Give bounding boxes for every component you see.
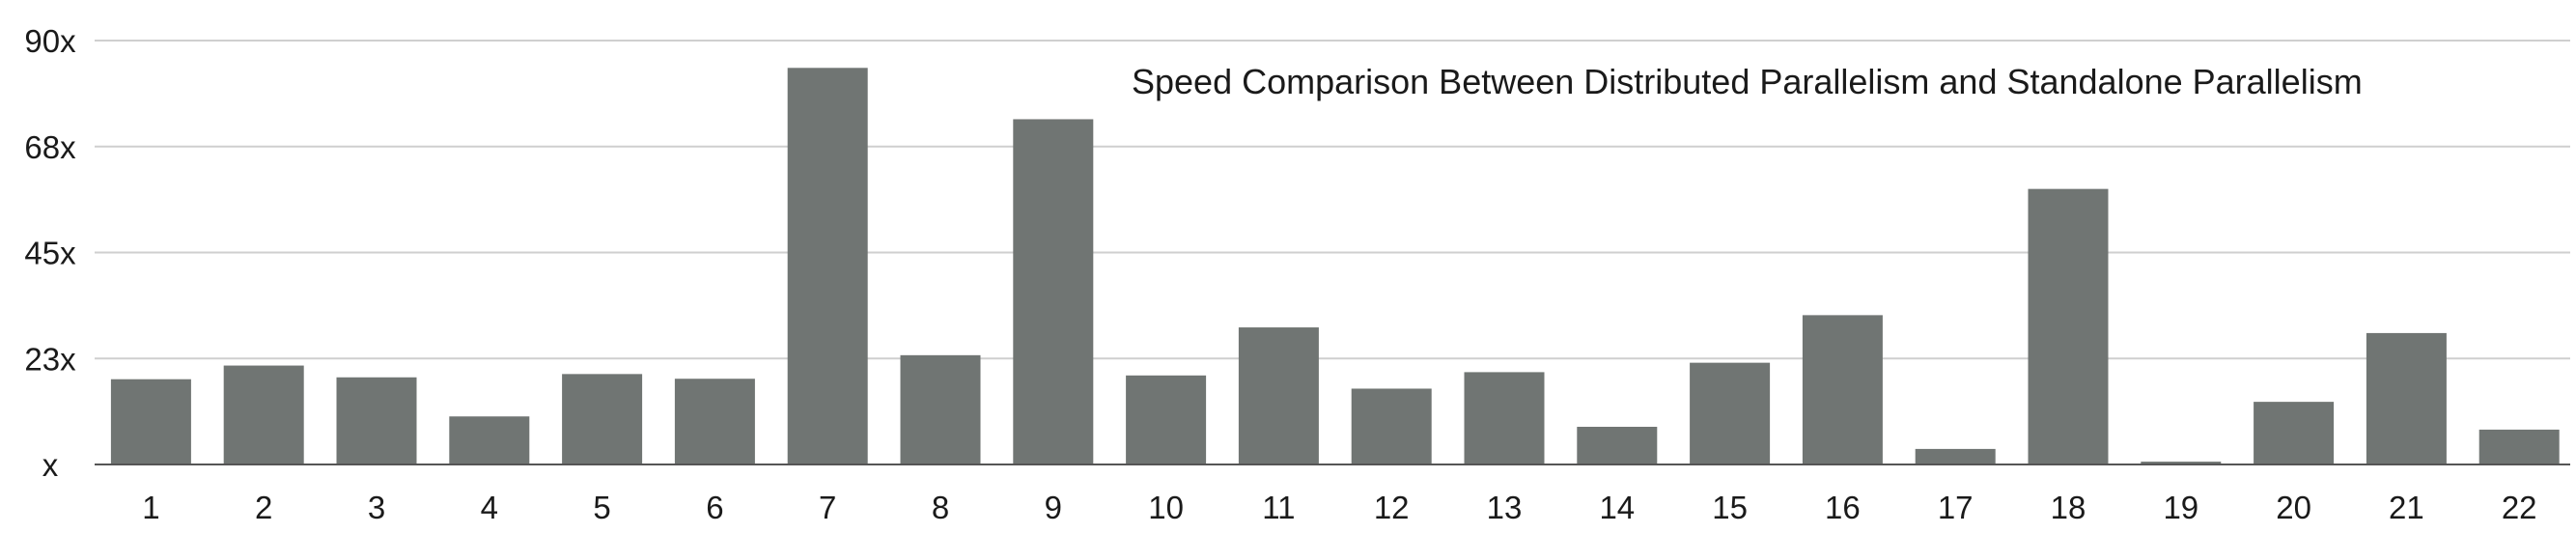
x-tick-label: 20 <box>2276 490 2311 525</box>
bar <box>1351 388 1432 464</box>
bar <box>1126 375 1207 464</box>
bar <box>1690 362 1771 464</box>
bar <box>1915 448 1996 464</box>
x-tick-label: 13 <box>1487 490 1523 525</box>
bar <box>674 379 755 464</box>
bars <box>110 68 2560 465</box>
chart-title: Speed Comparison Between Distributed Par… <box>1132 62 2363 101</box>
x-tick-label: 6 <box>706 490 723 525</box>
y-tick-label: x <box>42 447 59 483</box>
x-tick-label: 3 <box>368 490 385 525</box>
x-tick-label: 4 <box>481 490 498 525</box>
bar <box>562 374 643 464</box>
x-tick-label: 10 <box>1148 490 1184 525</box>
x-tick-label: 16 <box>1825 490 1861 525</box>
bar <box>1577 426 1658 464</box>
y-tick-label: 68x <box>24 129 76 165</box>
x-tick-label: 5 <box>593 490 610 525</box>
x-tick-label: 22 <box>2502 490 2537 525</box>
bar <box>2366 332 2447 464</box>
x-tick-label: 11 <box>1262 490 1295 525</box>
bar <box>2478 429 2560 464</box>
y-tick-label: 23x <box>24 341 76 377</box>
bar <box>1802 315 1883 464</box>
gridlines <box>95 40 2570 360</box>
x-tick-label: 12 <box>1374 490 1410 525</box>
bar <box>2028 188 2109 464</box>
x-tick-label: 21 <box>2389 490 2424 525</box>
bar <box>2254 402 2335 464</box>
x-axis-ticks: 1 2 3 4 5 6 7 8 9 10 11 12 13 14 15 16 17 18 19 20 21 22 <box>142 490 2536 525</box>
y-axis-ticks: x 23x 45x 68x 90x <box>24 23 76 483</box>
x-tick-label: 1 <box>142 490 159 525</box>
bar <box>900 354 981 464</box>
x-tick-label: 14 <box>1599 490 1635 525</box>
bar <box>1238 327 1319 464</box>
bar <box>449 416 530 464</box>
bar <box>223 365 304 464</box>
bar <box>1013 119 1094 464</box>
x-tick-label: 8 <box>932 490 949 525</box>
bar <box>336 377 417 464</box>
x-tick-label: 15 <box>1712 490 1748 525</box>
bar <box>1464 372 1545 464</box>
bar <box>2141 462 2222 464</box>
x-tick-label: 18 <box>2051 490 2086 525</box>
bar <box>787 68 868 465</box>
x-tick-label: 19 <box>2163 490 2198 525</box>
bar <box>110 379 191 464</box>
x-tick-label: 2 <box>255 490 272 525</box>
x-tick-label: 9 <box>1045 490 1062 525</box>
x-tick-label: 7 <box>819 490 836 525</box>
x-tick-label: 17 <box>1938 490 1974 525</box>
y-tick-label: 90x <box>24 23 76 59</box>
y-tick-label: 45x <box>24 236 76 271</box>
